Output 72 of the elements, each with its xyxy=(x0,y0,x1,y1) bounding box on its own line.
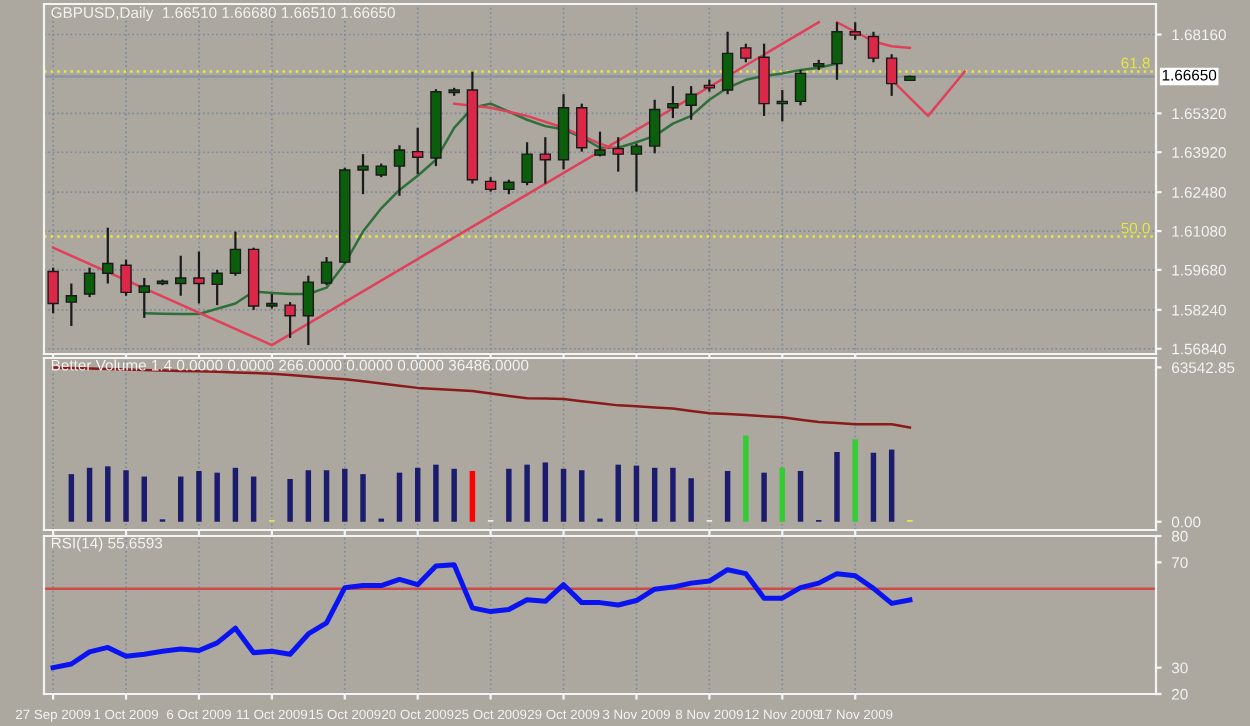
candlestick xyxy=(193,250,205,305)
bar xyxy=(779,467,786,522)
bar xyxy=(305,470,312,522)
bar xyxy=(360,474,366,522)
candlestick xyxy=(102,226,114,285)
bar xyxy=(433,464,439,522)
bar xyxy=(542,462,549,522)
candlestick xyxy=(229,230,242,277)
bar xyxy=(761,472,767,522)
candlestick xyxy=(648,98,661,155)
candlestick xyxy=(721,30,734,96)
bar xyxy=(105,466,111,522)
candlestick xyxy=(175,254,187,297)
candlestick xyxy=(740,42,752,64)
candlestick xyxy=(47,266,59,315)
bar xyxy=(232,467,239,522)
bar xyxy=(323,470,330,522)
bar xyxy=(396,472,403,522)
bar xyxy=(633,465,640,522)
candlestick xyxy=(794,68,807,107)
bar xyxy=(888,449,895,522)
bar xyxy=(724,470,731,522)
candlestick xyxy=(831,21,843,81)
line-series xyxy=(50,562,913,671)
bar xyxy=(469,470,476,522)
bar xyxy=(196,470,202,522)
bar xyxy=(506,468,512,522)
candlestick xyxy=(211,268,223,307)
bar xyxy=(86,467,93,522)
bar xyxy=(123,470,129,522)
candlestick xyxy=(357,153,369,196)
candlestick xyxy=(685,85,697,121)
candlestick xyxy=(612,136,624,173)
candlestick xyxy=(867,30,880,64)
bar xyxy=(414,467,421,522)
bar xyxy=(579,470,585,522)
bar xyxy=(870,452,877,522)
bar xyxy=(524,464,530,522)
bar xyxy=(651,467,658,522)
bar xyxy=(852,439,858,522)
candlestick xyxy=(83,266,96,299)
candlestick xyxy=(120,258,132,297)
candlestick xyxy=(138,276,150,320)
bar xyxy=(141,476,147,522)
bar xyxy=(670,467,676,522)
candlestick xyxy=(667,85,679,120)
bar xyxy=(342,468,348,522)
bar xyxy=(834,452,840,522)
candlestick xyxy=(885,53,898,97)
bar xyxy=(68,474,75,522)
bar xyxy=(451,468,457,522)
candlestick xyxy=(411,126,424,176)
candlestick xyxy=(393,144,406,197)
bar xyxy=(688,478,694,522)
candlestick xyxy=(758,42,770,117)
bar xyxy=(743,435,749,522)
bar xyxy=(250,476,257,522)
candlestick xyxy=(521,141,533,187)
bar xyxy=(287,478,293,522)
bar xyxy=(615,464,621,522)
candlestick xyxy=(320,256,333,287)
candlestick xyxy=(630,142,643,193)
bar xyxy=(560,468,567,522)
bar xyxy=(797,470,804,522)
candlestick xyxy=(594,130,606,158)
bar xyxy=(214,472,220,522)
candlestick xyxy=(65,282,78,328)
candlestick xyxy=(576,102,588,153)
candlestick xyxy=(302,274,315,347)
candlestick xyxy=(284,300,296,340)
bar xyxy=(177,476,184,522)
candlestick xyxy=(539,136,552,185)
